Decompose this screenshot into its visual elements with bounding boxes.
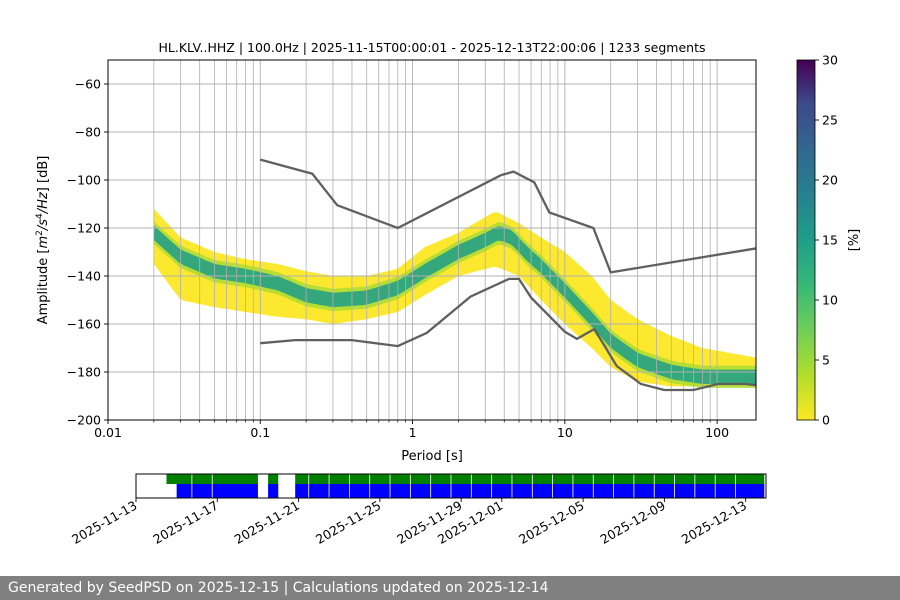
x-tick-label: 0.1 <box>250 425 270 440</box>
timeline-chart: 2025-11-13 2025-11-17 2025-11-21 2025-11-25… <box>69 473 767 547</box>
colorbar-tick-label: 10 <box>822 293 838 308</box>
timeline-tick-label: 2025-12-13 <box>679 498 749 547</box>
timeline-tick-label: 2025-11-25 <box>313 498 383 547</box>
colorbar-ticks: 0 5 10 15 20 25 30 <box>815 53 838 428</box>
timeline-segment <box>268 474 279 484</box>
x-axis-ticks: 0.01 0.1 1 10 100 <box>94 420 729 440</box>
x-tick-label: 0.01 <box>94 425 122 440</box>
colorbar-tick-label: 30 <box>822 53 838 68</box>
heatmap-layer <box>153 208 756 388</box>
plot-frame <box>107 59 757 421</box>
colorbar-tick-label: 15 <box>822 233 838 248</box>
y-tick-label: −180 <box>67 365 101 380</box>
timeline-segment <box>295 474 765 484</box>
x-axis-label: Period [s] <box>401 449 463 464</box>
timeline-bars <box>166 474 765 498</box>
noise-model-curves <box>259 158 756 392</box>
timeline-segment <box>176 484 258 498</box>
colorbar-label: [%] <box>847 229 862 252</box>
footer-bar: Generated by SeedPSD on 2025-12-15 | Cal… <box>0 576 900 600</box>
timeline-tick-label: 2025-11-17 <box>150 498 220 547</box>
plot-area: 0.01 0.1 1 10 100 −200 −180 −160 −140 −120 −100 −8… <box>67 59 757 440</box>
grid-lines <box>108 60 756 420</box>
timeline-date-ticks: 2025-11-13 2025-11-17 2025-11-21 2025-11-25… <box>69 498 749 547</box>
x-tick-label: 1 <box>409 425 417 440</box>
colorbar-tick-label: 25 <box>822 113 838 128</box>
timeline-tick-label: 2025-12-05 <box>516 498 586 547</box>
timeline-frame <box>135 473 767 499</box>
footer-text: Generated by SeedPSD on 2025-12-15 | Cal… <box>8 580 549 596</box>
colorbar-tick-label: 20 <box>822 173 838 188</box>
low-noise-model-line <box>260 277 756 392</box>
high-noise-model-line <box>259 158 756 274</box>
x-tick-label: 100 <box>705 425 729 440</box>
y-axis-label: Amplitude [m2/s4/Hz] [dB] <box>35 156 51 325</box>
x-tick-label: 10 <box>557 425 573 440</box>
colorbar: 0 5 10 15 20 25 30 [%] <box>796 53 862 428</box>
y-tick-label: −200 <box>67 413 101 428</box>
y-tick-label: −60 <box>75 77 101 92</box>
y-tick-label: −160 <box>67 317 101 332</box>
chart-title: HL.KLV..HHZ | 100.0Hz | 2025-11-15T00:00… <box>158 40 705 55</box>
heatmap-mode-band <box>153 225 756 384</box>
timeline-segment <box>268 484 279 498</box>
y-axis-ticks: −200 −180 −160 −140 −120 −100 −80 −60 <box>67 77 108 428</box>
colorbar-gradient <box>796 59 816 421</box>
timeline-tick-label: 2025-11-21 <box>232 498 302 547</box>
timeline-segment <box>295 484 765 498</box>
colorbar-tick-label: 5 <box>822 353 830 368</box>
timeline-tick-label: 2025-12-09 <box>597 498 667 547</box>
timeline-tick-label: 2025-11-13 <box>69 498 139 547</box>
y-tick-label: −140 <box>67 269 101 284</box>
colorbar-tick-label: 0 <box>822 413 830 428</box>
y-tick-label: −80 <box>75 125 101 140</box>
y-tick-label: −100 <box>67 173 101 188</box>
y-tick-label: −120 <box>67 221 101 236</box>
